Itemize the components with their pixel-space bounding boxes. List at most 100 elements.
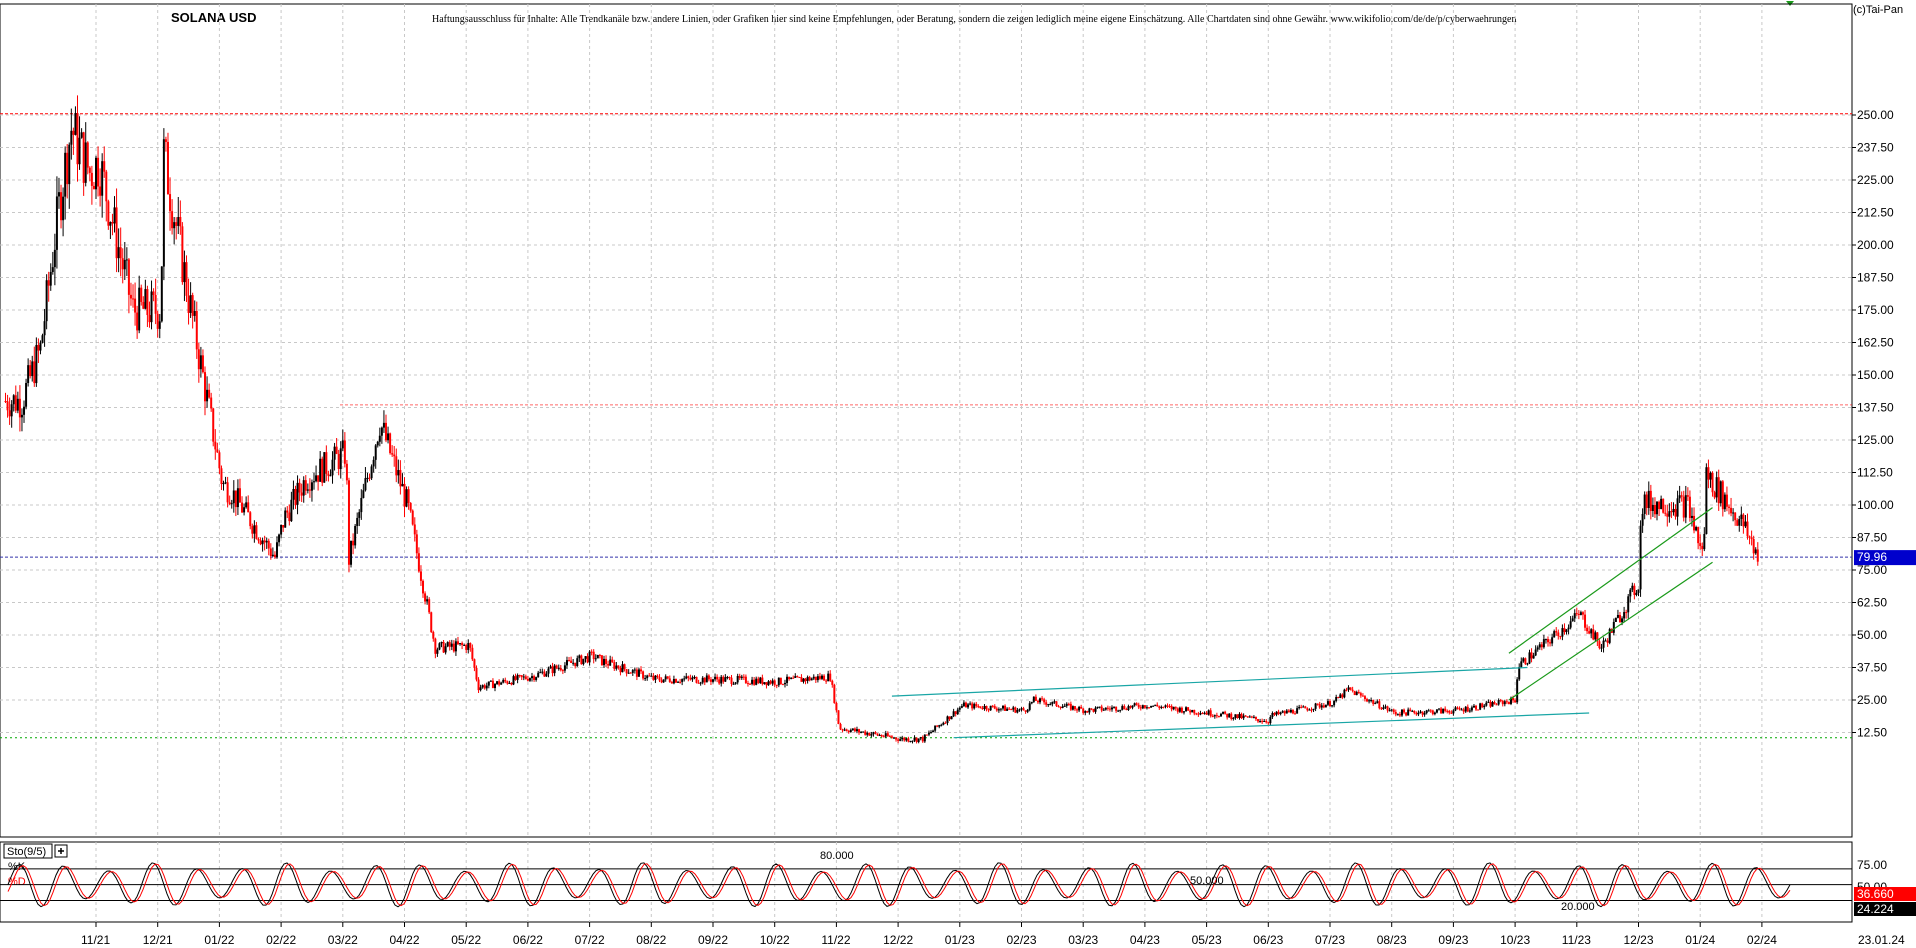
candle-body [1310, 709, 1313, 711]
candle-body [183, 262, 186, 283]
candle-body [1300, 706, 1303, 708]
candle-body [1213, 715, 1216, 717]
candle-body [156, 313, 159, 329]
candle-body [605, 658, 608, 664]
candle-body [1226, 713, 1229, 718]
candle-body [716, 676, 719, 680]
candle-body [818, 676, 821, 679]
candle-body [101, 161, 104, 196]
candle-body [123, 259, 126, 270]
candle-body [218, 452, 221, 469]
candle-body [1651, 504, 1654, 511]
candle-body [718, 679, 721, 684]
candle-body [1296, 708, 1299, 714]
candle-body [1534, 649, 1537, 656]
candle-body [1656, 501, 1659, 515]
candle-body [1481, 703, 1484, 708]
candle-body [1370, 700, 1373, 702]
candle-body [47, 280, 50, 286]
candle-body [109, 222, 112, 226]
candle-body [839, 724, 842, 730]
candle-body [1509, 697, 1512, 704]
candle-body [884, 733, 887, 737]
date-tick-label: 09/22 [698, 933, 728, 947]
candle-body [520, 675, 523, 677]
candle-body [446, 642, 449, 647]
candle-body [551, 666, 554, 674]
candle-body [845, 729, 848, 732]
candle-body [1392, 709, 1395, 712]
candle-body [919, 737, 922, 739]
candle-body [23, 406, 26, 415]
candle-body [74, 112, 77, 135]
candle-body [541, 671, 544, 673]
candle-body [584, 656, 587, 659]
candle-body [136, 312, 139, 331]
candle-body [1028, 703, 1031, 710]
candle-body [660, 680, 663, 683]
candle-body [714, 676, 717, 680]
candle-body [578, 655, 581, 659]
candle-body [1265, 721, 1268, 723]
candle-body [654, 675, 657, 680]
candle-body [49, 271, 52, 286]
date-tick-label: 06/23 [1253, 933, 1283, 947]
candle-body [1606, 640, 1609, 643]
candle-body [1575, 613, 1578, 615]
date-tick-label: 11/21 [81, 933, 110, 947]
candle-body [763, 682, 766, 685]
candle-body [1123, 706, 1126, 710]
candle-body [903, 737, 906, 741]
candle-body [1674, 508, 1677, 517]
candle-body [107, 201, 110, 226]
candle-body [459, 643, 462, 645]
candle-body [80, 132, 83, 138]
candle-body [1549, 642, 1552, 644]
date-tick-label: 06/22 [513, 933, 543, 947]
candle-body [629, 672, 632, 674]
candle-body [531, 676, 534, 679]
price-tick-label: 100.00 [1857, 498, 1894, 512]
candle-body [1224, 711, 1227, 714]
candle-body [413, 524, 416, 535]
candle-body [333, 446, 336, 460]
candle-body [656, 675, 659, 677]
candle-body [1584, 614, 1587, 628]
candle-body [812, 676, 815, 679]
candle-body [1104, 707, 1107, 710]
candle-body [1475, 705, 1478, 710]
candle-body [1431, 710, 1434, 715]
candle-body [847, 731, 850, 733]
candle-body [1458, 708, 1461, 710]
candle-body [635, 669, 638, 677]
candle-body [683, 678, 686, 680]
candle-body [1629, 589, 1632, 597]
date-tick-label: 08/23 [1377, 933, 1407, 947]
stochastic-legend-k: %K [8, 861, 26, 873]
candle-body [806, 677, 809, 682]
candle-body [1113, 706, 1116, 708]
candle-body [436, 649, 439, 654]
candle-body [4, 401, 7, 402]
candle-body [981, 708, 984, 710]
candle-body [851, 728, 854, 731]
candle-body [1156, 704, 1159, 707]
candle-body [1047, 704, 1050, 706]
candle-body [685, 676, 688, 679]
candle-body [1621, 618, 1624, 623]
candle-body [1407, 709, 1410, 716]
candle-body [1419, 711, 1422, 713]
candle-body [522, 676, 525, 678]
candle-body [1378, 701, 1381, 709]
price-tick-label: 87.50 [1857, 531, 1887, 545]
candle-body [761, 677, 764, 685]
candle-body [1197, 713, 1200, 715]
candle-body [1536, 647, 1539, 650]
candle-body [70, 130, 73, 145]
candle-body [148, 315, 151, 323]
price-tick-label: 237.50 [1857, 141, 1894, 155]
candle-body [539, 672, 542, 674]
candle-body [380, 427, 383, 436]
candle-body [399, 470, 402, 487]
